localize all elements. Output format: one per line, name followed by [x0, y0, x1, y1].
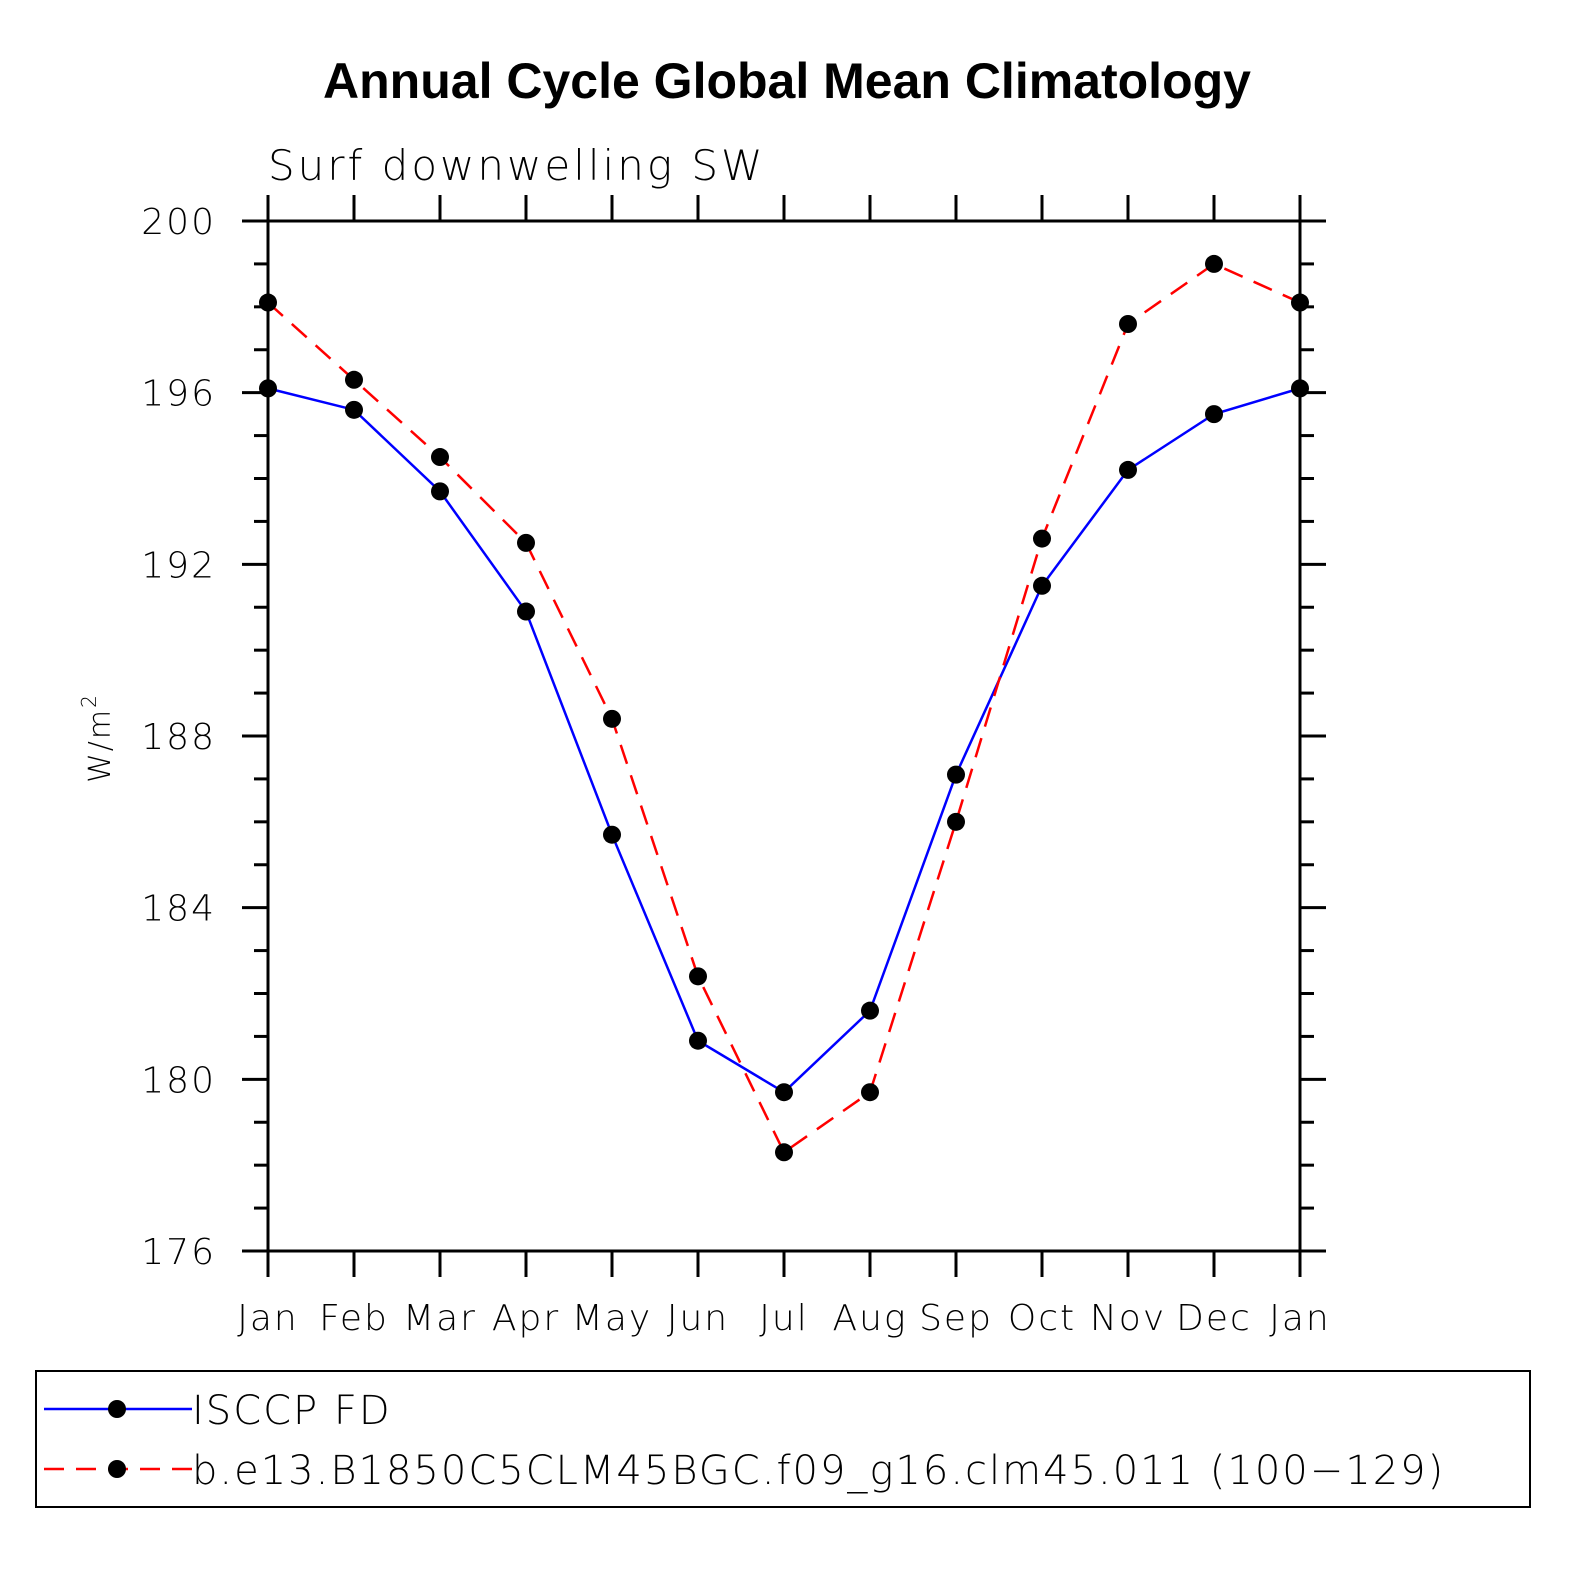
series-2-point [345, 370, 363, 389]
x-tick-label: Dec [1176, 1298, 1252, 1339]
plot-series [259, 254, 1309, 1162]
x-tick-label: Jul [759, 1298, 808, 1339]
legend-marker-1 [108, 1400, 126, 1418]
series-2-point [1119, 315, 1137, 333]
axes: 176 180 184 188 192 196 200 Jan Feb Mar Apr May Jun J… [141, 195, 1331, 1339]
legend-marker-2 [108, 1460, 126, 1478]
y-tick-label: 188 [141, 717, 216, 758]
y-tick-label: 176 [141, 1232, 216, 1273]
series-1-point [689, 1031, 707, 1050]
series-line-2 [267, 262, 1301, 1155]
series-2-point [775, 1143, 793, 1162]
series-1-point [947, 765, 965, 784]
y-tick-label: 192 [141, 545, 216, 586]
series-1-point [861, 1001, 879, 1020]
series-1-point [345, 400, 363, 419]
x-tick-label: Feb [319, 1298, 389, 1339]
series-2-point [431, 448, 449, 467]
series-1-point [517, 602, 535, 621]
series-2-point [603, 709, 621, 728]
chart-subtitle: Surf downwelling SW [268, 141, 766, 190]
series-2-point [947, 812, 965, 831]
x-tick-label: Jan [237, 1298, 299, 1339]
series-2-point [1033, 529, 1051, 548]
y-axis-label: W/m2 [77, 693, 118, 783]
y-axis-label-superscript: 2 [77, 693, 101, 708]
series-1-point [1119, 460, 1137, 479]
series-2-point [1205, 254, 1223, 273]
x-tick-label: Nov [1090, 1298, 1166, 1339]
x-tick-label: Jan [1269, 1298, 1331, 1339]
y-axis-label-text: W/m [83, 708, 118, 783]
series-1-point [1033, 576, 1051, 595]
series-2-point [861, 1083, 879, 1102]
chart-title: Annual Cycle Global Mean Climatology [323, 53, 1251, 109]
x-tick-label: Jun [667, 1298, 729, 1339]
series-1-point [431, 482, 449, 501]
x-tick-label: Oct [1008, 1298, 1076, 1339]
legend-box [35, 1370, 1531, 1508]
svg-text:W/m2: W/m2 [77, 693, 118, 783]
x-tick-label: Apr [492, 1298, 560, 1339]
x-tick-label: Aug [832, 1298, 907, 1339]
legend: ISCCP FD b.e13.B1850C5CLM45BGC.f09_g16.cl… [35, 1370, 1531, 1508]
legend-label-2: b.e13.B1850C5CLM45BGC.f09_g16.clm45.011 … [192, 1448, 1445, 1494]
series-2-point [689, 967, 707, 986]
y-tick-label: 196 [141, 374, 216, 415]
x-tick-label: Sep [919, 1298, 993, 1339]
y-tick-label: 184 [141, 889, 216, 930]
series-1-point [775, 1083, 793, 1102]
y-tick-label: 200 [141, 202, 216, 243]
legend-label-1: ISCCP FD [192, 1388, 392, 1434]
series-1-point [603, 825, 621, 844]
x-tick-label: Mar [403, 1298, 477, 1339]
series-2-point [517, 533, 535, 552]
series-line-1 [267, 387, 1301, 1094]
plot-frame [266, 219, 1302, 1253]
y-tick-label: 180 [141, 1060, 216, 1101]
x-tick-label: May [572, 1298, 652, 1339]
series-1-point [1205, 405, 1223, 424]
